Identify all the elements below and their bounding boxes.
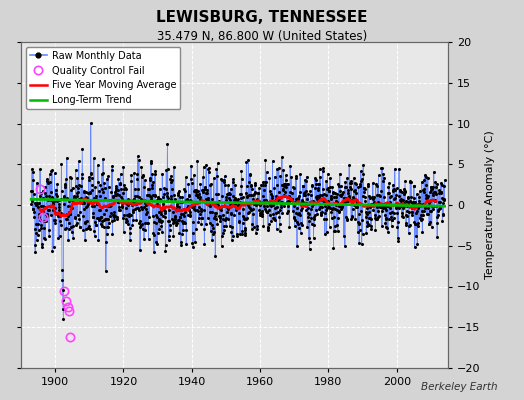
Text: 35.479 N, 86.800 W (United States): 35.479 N, 86.800 W (United States) [157,30,367,43]
Y-axis label: Temperature Anomaly (°C): Temperature Anomaly (°C) [485,131,495,279]
Text: Berkeley Earth: Berkeley Earth [421,382,498,392]
Text: LEWISBURG, TENNESSEE: LEWISBURG, TENNESSEE [156,10,368,25]
Legend: Raw Monthly Data, Quality Control Fail, Five Year Moving Average, Long-Term Tren: Raw Monthly Data, Quality Control Fail, … [26,47,180,109]
